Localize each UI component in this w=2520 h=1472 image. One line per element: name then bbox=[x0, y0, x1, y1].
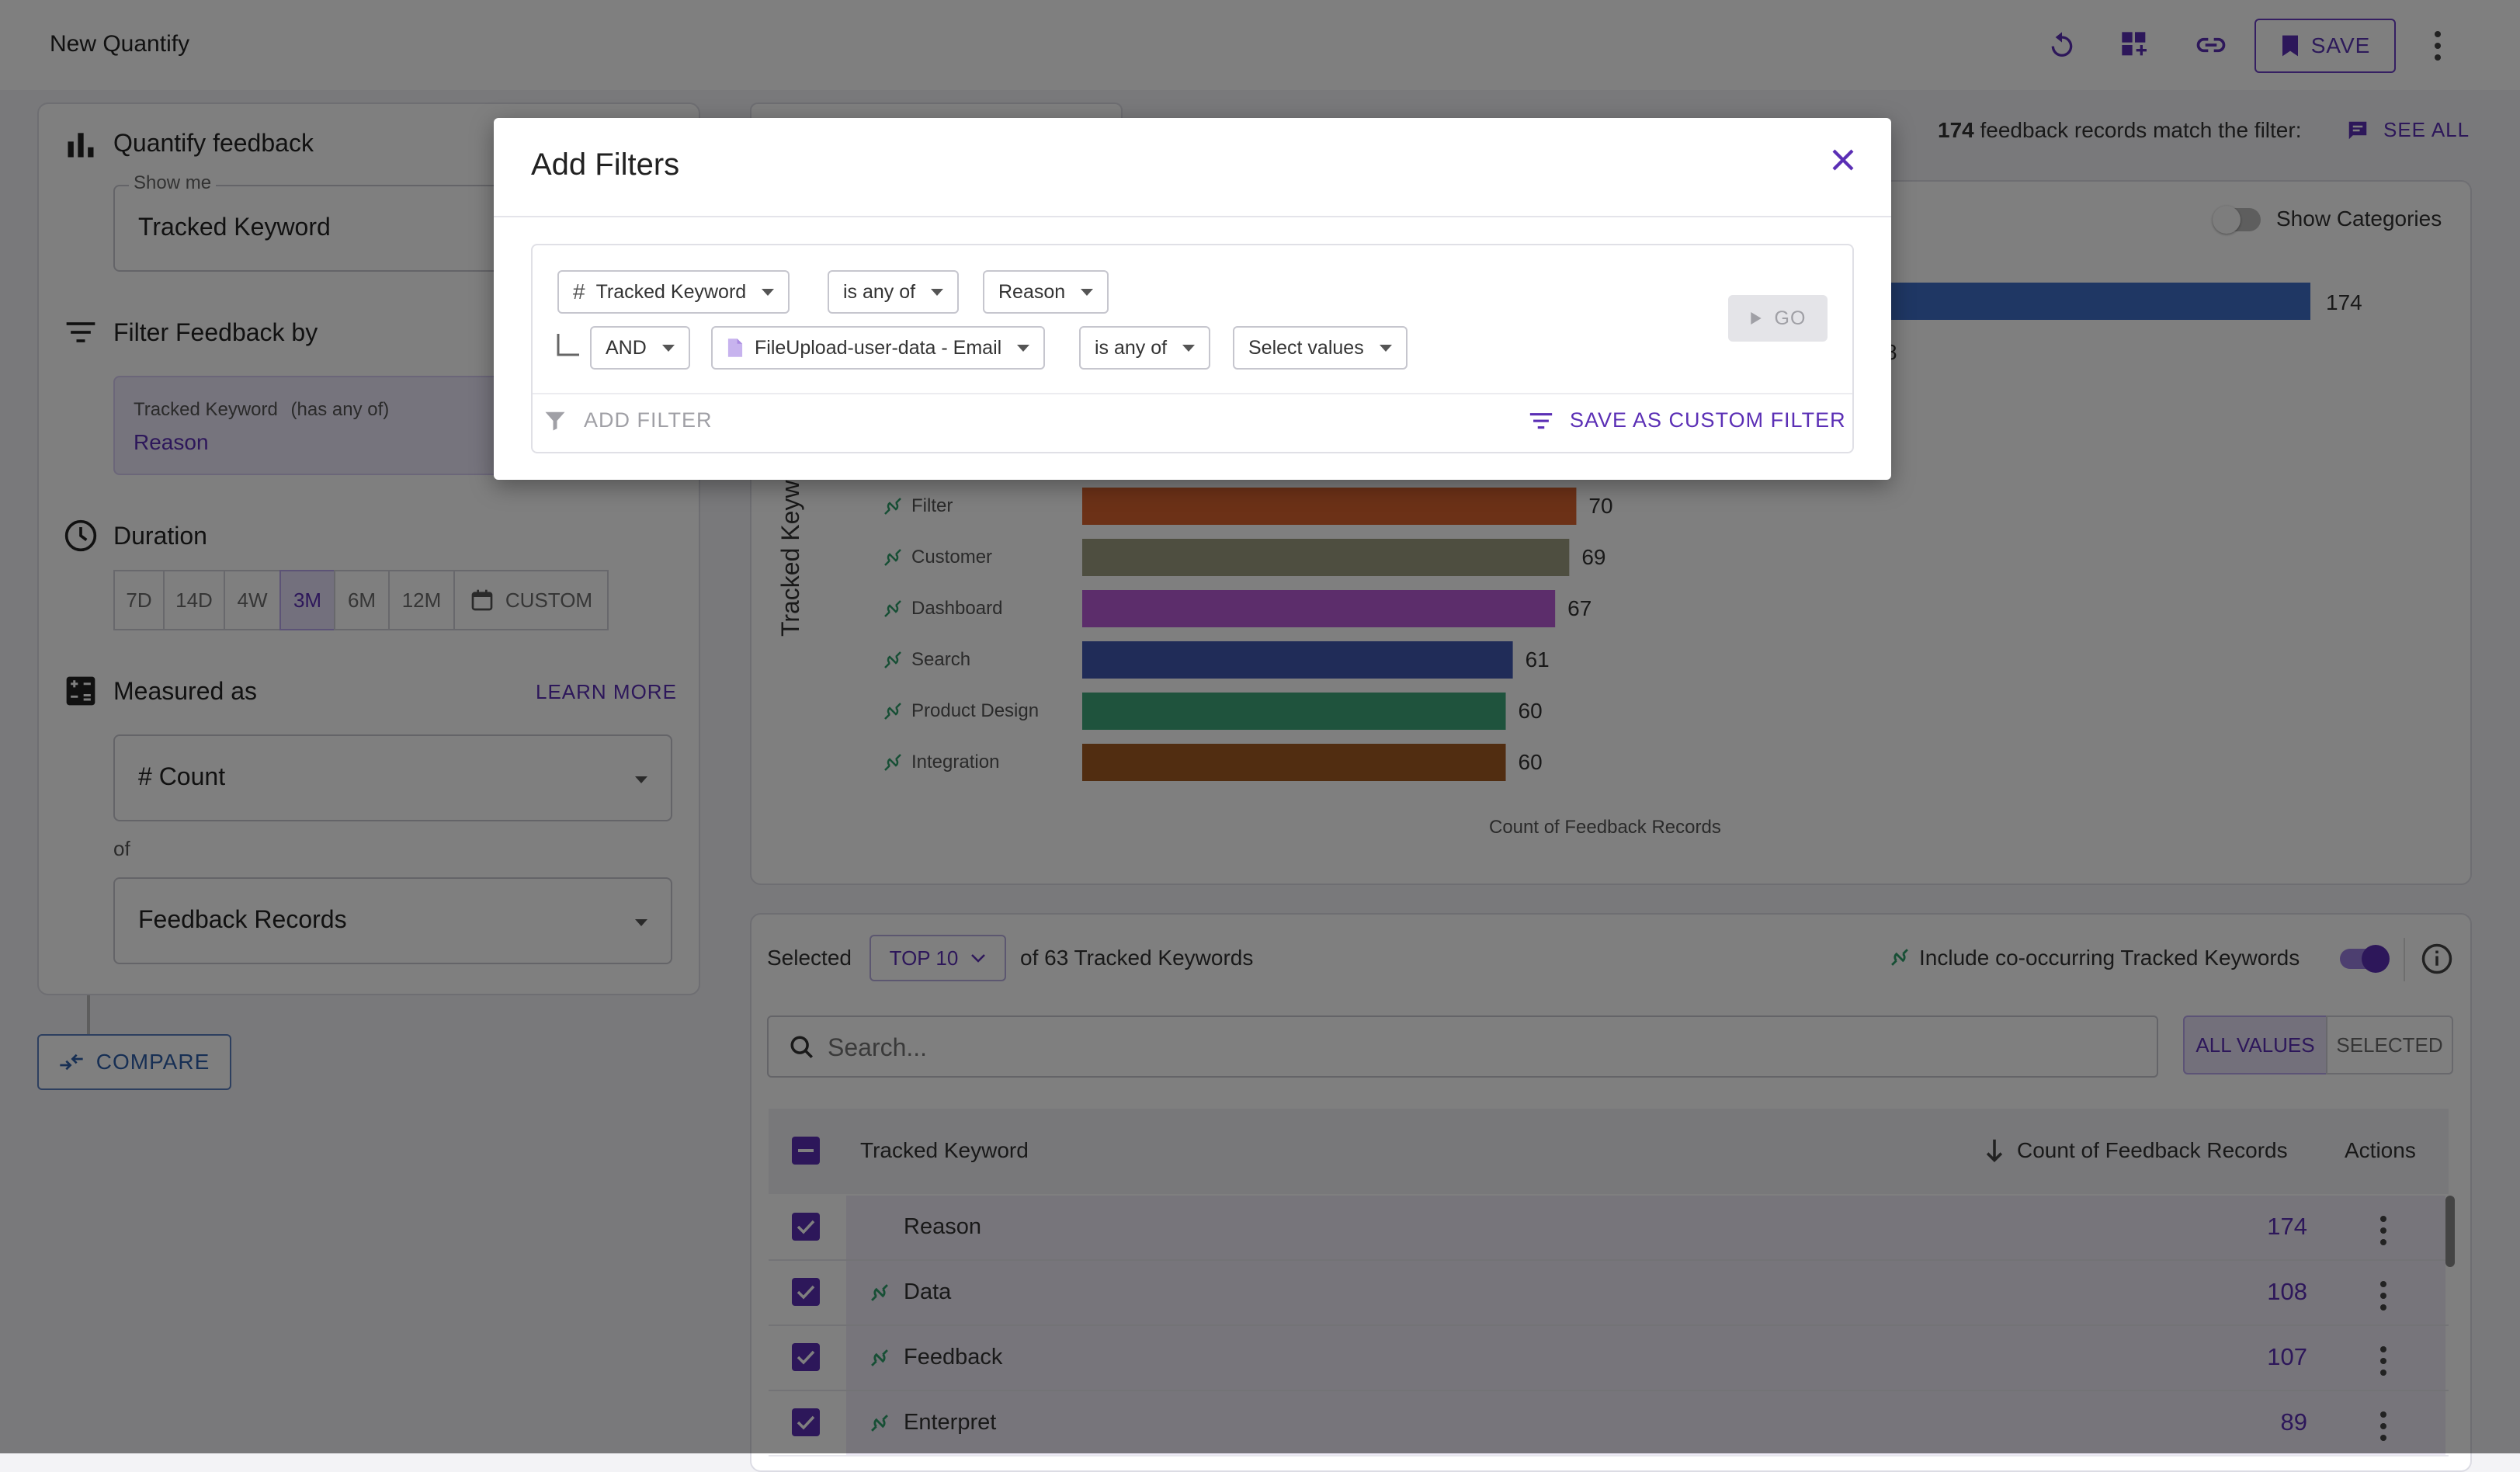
dialog-divider bbox=[494, 216, 1891, 217]
filter-operator-value-2: is any of bbox=[1095, 336, 1168, 359]
dropdown-caret-icon bbox=[1017, 344, 1030, 352]
go-label: GO bbox=[1774, 307, 1807, 329]
filter-operator-value: is any of bbox=[843, 280, 916, 303]
go-button[interactable]: GO bbox=[1728, 295, 1828, 342]
dropdown-caret-icon bbox=[762, 288, 775, 296]
filter-operator-select-2[interactable]: is any of bbox=[1079, 326, 1211, 370]
add-filter-label: ADD FILTER bbox=[584, 408, 713, 432]
filter-value-value: Reason bbox=[998, 280, 1066, 303]
logic-operator-select[interactable]: AND bbox=[590, 326, 690, 370]
logic-operator-value: AND bbox=[606, 336, 647, 359]
dropdown-caret-icon bbox=[661, 344, 675, 352]
hash-icon: # bbox=[573, 279, 585, 304]
filter-values-select-2[interactable]: Select values bbox=[1233, 326, 1408, 370]
filter-field-select-2[interactable]: FileUpload-user-data - Email bbox=[711, 326, 1046, 370]
filter-builder bbox=[531, 244, 1854, 453]
add-filters-dialog: Add Filters # Tracked Keyword is any of … bbox=[494, 118, 1891, 480]
dropdown-caret-icon bbox=[1182, 344, 1196, 352]
add-filter-button[interactable]: ADD FILTER bbox=[543, 408, 713, 432]
dropdown-caret-icon bbox=[1379, 344, 1392, 352]
play-icon bbox=[1750, 312, 1762, 325]
filter-operator-select[interactable]: is any of bbox=[828, 270, 960, 314]
dropdown-caret-icon bbox=[931, 288, 944, 296]
builder-divider bbox=[533, 393, 1852, 394]
dialog-title: Add Filters bbox=[531, 148, 680, 182]
filter-value-select[interactable]: Reason bbox=[983, 270, 1109, 314]
filter-field-select[interactable]: # Tracked Keyword bbox=[557, 270, 790, 314]
filter-lines-icon bbox=[1529, 412, 1553, 429]
dropdown-caret-icon bbox=[1081, 288, 1094, 296]
filter-field-value-2: FileUpload-user-data - Email bbox=[755, 336, 1002, 359]
branch-elbow-icon bbox=[557, 334, 579, 356]
filter-field-value: Tracked Keyword bbox=[595, 280, 747, 303]
row-divider bbox=[769, 1455, 2449, 1456]
filter-values-placeholder: Select values bbox=[1248, 336, 1364, 359]
save-custom-filter-button[interactable]: SAVE AS CUSTOM FILTER bbox=[1528, 408, 1846, 432]
file-icon bbox=[727, 338, 743, 357]
close-icon[interactable] bbox=[1829, 146, 1857, 174]
save-custom-filter-label: SAVE AS CUSTOM FILTER bbox=[1570, 408, 1846, 432]
funnel-icon bbox=[545, 411, 565, 430]
